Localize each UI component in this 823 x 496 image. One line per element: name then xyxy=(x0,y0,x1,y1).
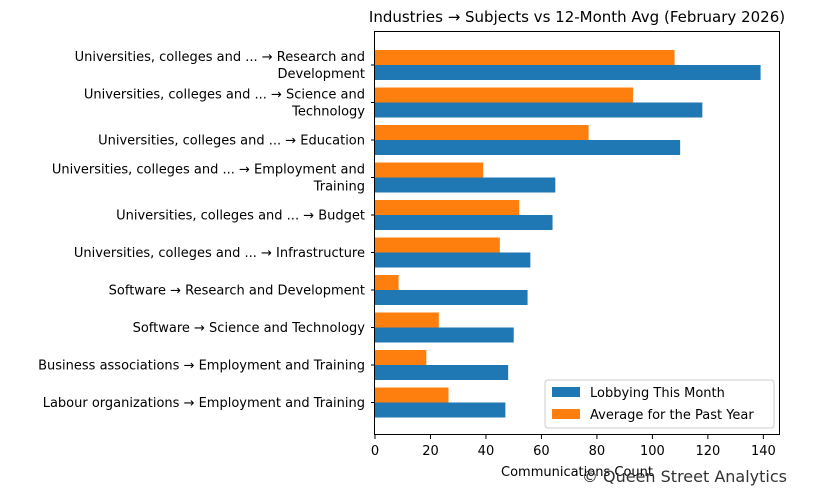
bar-past-year-9 xyxy=(375,387,449,403)
x-tick-label-7: 140 xyxy=(751,444,776,459)
x-tick-label-1: 20 xyxy=(422,444,439,459)
legend-swatch-this-month xyxy=(552,387,580,397)
y-tick-label-7: Software → Science and Technology xyxy=(133,321,366,336)
legend-label-this-month: Lobbying This Month xyxy=(590,386,725,401)
watermark: © Queen Street Analytics xyxy=(582,467,787,486)
chart-title: Industries → Subjects vs 12-Month Avg (F… xyxy=(369,8,785,26)
bar-this-month-4 xyxy=(375,215,553,230)
bar-this-month-3 xyxy=(375,177,556,193)
bar-past-year-7 xyxy=(375,312,439,328)
bar-this-month-7 xyxy=(375,327,514,343)
x-axis: 0 20 40 60 80 100 120 140 xyxy=(371,435,776,459)
bar-past-year-4 xyxy=(375,200,520,215)
y-axis: Universities, colleges and ... → Researc… xyxy=(38,50,375,411)
bar-past-year-5 xyxy=(375,237,500,253)
bar-this-month-6 xyxy=(375,290,528,305)
x-axis-label: Communications Count xyxy=(501,465,653,480)
y-tick-label-4: Universities, colleges and ... → Budget xyxy=(116,209,365,224)
x-tick-label-2: 40 xyxy=(478,444,495,459)
legend-box xyxy=(544,379,775,429)
bar-past-year-8 xyxy=(375,350,427,365)
x-tick-label-5: 100 xyxy=(640,444,665,459)
bar-this-month-2 xyxy=(375,140,681,155)
y-tick-label-2: Universities, colleges and ... → Educati… xyxy=(98,134,365,149)
y-tick-label-8: Business associations → Employment and T… xyxy=(38,359,365,374)
y-tick-label-1: Universities, colleges and ... → Science… xyxy=(84,88,365,120)
bar-this-month-0 xyxy=(375,65,761,80)
x-tick-label-3: 60 xyxy=(533,444,550,459)
bar-past-year-1 xyxy=(375,87,633,103)
x-tick-label-4: 80 xyxy=(589,444,606,459)
bar-this-month-8 xyxy=(375,365,509,380)
y-tick-label-9: Labour organizations → Employment and Tr… xyxy=(43,396,365,411)
bars-group xyxy=(375,50,761,418)
plot-frame xyxy=(374,31,780,435)
bar-past-year-0 xyxy=(375,50,675,65)
legend: Lobbying This Month Average for the Past… xyxy=(544,379,775,429)
bar-past-year-6 xyxy=(375,275,399,290)
y-tick-label-3: Universities, colleges and ... → Employm… xyxy=(52,163,365,195)
bar-past-year-3 xyxy=(375,162,484,178)
bar-this-month-1 xyxy=(375,102,703,118)
bar-past-year-2 xyxy=(375,125,589,140)
y-tick-label-5: Universities, colleges and ... → Infrast… xyxy=(74,246,365,261)
legend-label-past-year: Average for the Past Year xyxy=(590,408,754,423)
x-tick-label-0: 0 xyxy=(371,444,379,459)
bar-this-month-9 xyxy=(375,402,506,418)
y-tick-label-0: Universities, colleges and ... → Researc… xyxy=(75,50,365,82)
bar-this-month-5 xyxy=(375,252,531,268)
y-tick-label-6: Software → Research and Development xyxy=(109,284,365,299)
legend-swatch-past-year xyxy=(552,409,580,419)
x-tick-label-6: 120 xyxy=(695,444,720,459)
